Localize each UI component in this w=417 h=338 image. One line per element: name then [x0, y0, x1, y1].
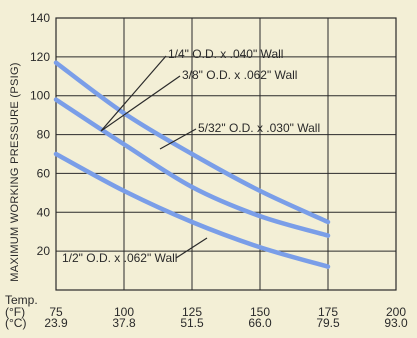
- y-tick-label: 20: [37, 244, 51, 258]
- series-line: [53, 97, 331, 238]
- y-tick-label: 80: [37, 128, 51, 142]
- y-ticks: 20 40 60 80 100 120 140: [30, 11, 50, 258]
- leader-line: [159, 128, 197, 150]
- leader-line: [175, 237, 208, 259]
- x-unit-f-label: (°F): [5, 305, 25, 319]
- x-tick-label-c: 66.0: [248, 316, 272, 330]
- x-tick-label-f: 200: [386, 305, 406, 319]
- curves: [53, 60, 331, 269]
- annotation-label: 1/2" O.D. x .062" Wall: [62, 251, 177, 265]
- x-tick-label-c: 23.9: [44, 316, 68, 330]
- x-tick-label-f: 125: [182, 305, 202, 319]
- x-tick-label-c: 37.8: [112, 316, 136, 330]
- y-tick-label: 100: [30, 89, 50, 103]
- x-tick-label-f: 75: [49, 305, 63, 319]
- leader-line: [100, 55, 167, 132]
- annotation-label: 3/8" O.D. x .062" Wall: [182, 68, 297, 82]
- x-tick-label-f: 175: [318, 305, 338, 319]
- series-line: [53, 151, 331, 269]
- x-tick-label-c: 79.5: [316, 316, 340, 330]
- annotations: 1/4" O.D. x .040" Wall 3/8" O.D. x .062" …: [62, 47, 320, 265]
- series-line: [53, 60, 331, 225]
- y-tick-label: 140: [30, 11, 50, 25]
- y-tick-label: 60: [37, 166, 51, 180]
- x-unit-c-label: (°C): [5, 316, 26, 330]
- leader-line: [100, 75, 181, 132]
- x-tick-label-c: 93.0: [384, 316, 408, 330]
- x-tick-label-f: 150: [250, 305, 270, 319]
- y-axis-label: MAXIMUM WORKING PRESSURE (PSIG): [9, 62, 21, 282]
- x-tick-label-f: 100: [114, 305, 134, 319]
- y-tick-label: 120: [30, 50, 50, 64]
- annotation-label: 5/32" O.D. x .030" Wall: [198, 121, 320, 135]
- y-tick-label: 40: [37, 205, 51, 219]
- annotation-label: 1/4" O.D. x .040" Wall: [168, 47, 283, 61]
- x-tick-label-c: 51.5: [180, 316, 204, 330]
- x-axis-title: Temp.: [5, 293, 38, 307]
